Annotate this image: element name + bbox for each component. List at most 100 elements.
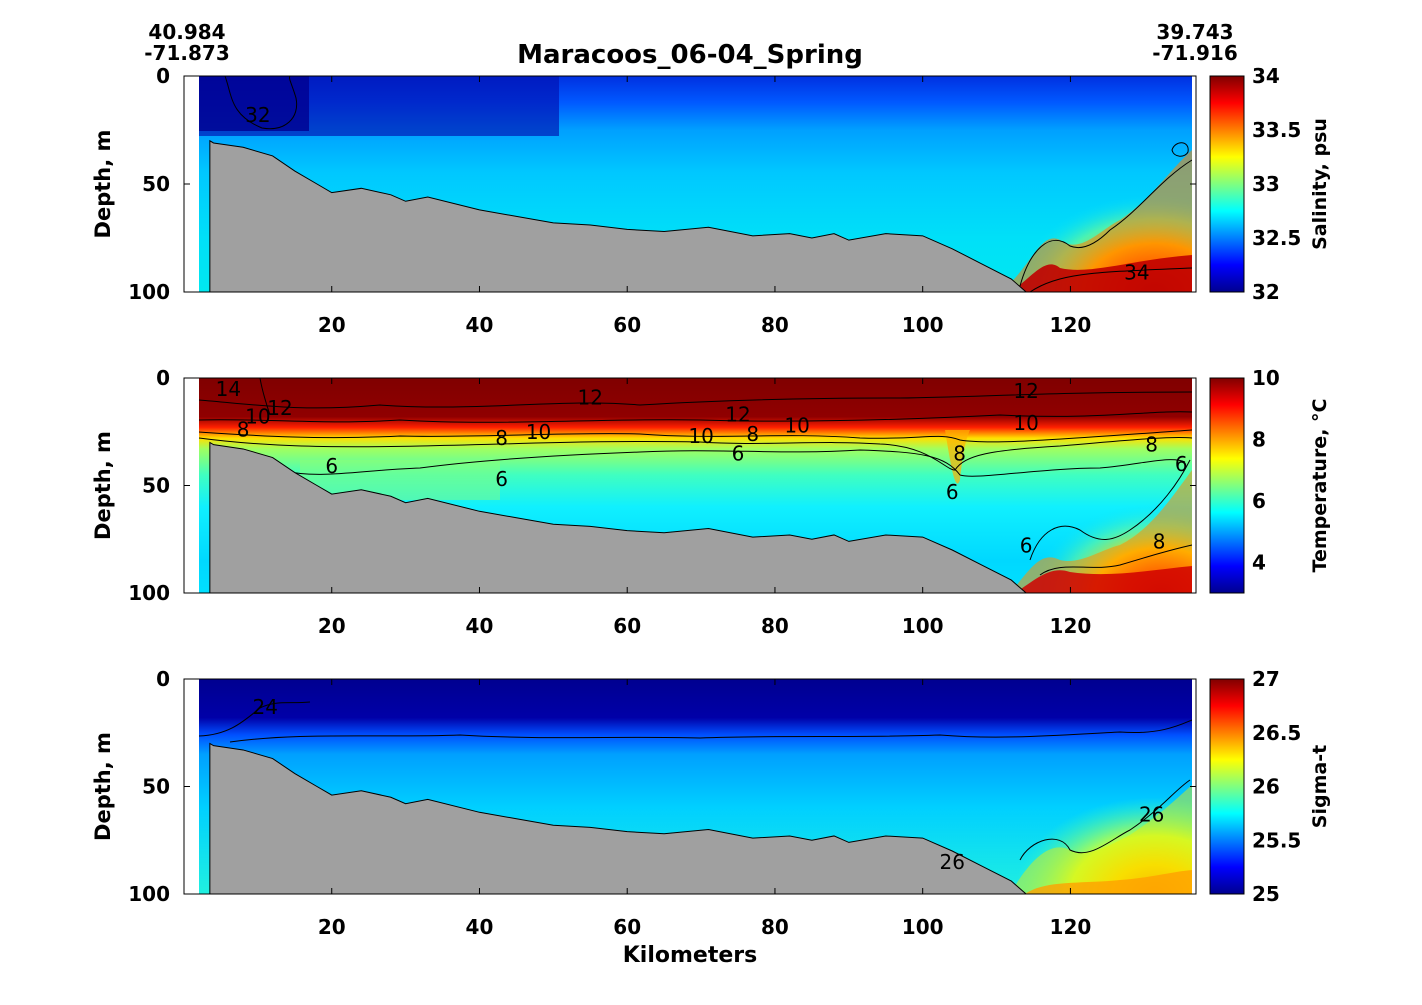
- y-tick-label: 0: [156, 667, 170, 691]
- colorbar-tick-label: 34: [1252, 64, 1280, 88]
- y-tick-label: 50: [142, 775, 170, 799]
- contour-label: 12: [725, 403, 750, 427]
- sigma-t-contours: [198, 701, 1193, 861]
- x-tick-label: 20: [318, 614, 346, 638]
- temperature-y-axis-label: Depth, m: [91, 431, 115, 540]
- contour-label: 6: [732, 441, 745, 465]
- colorbar-tick-label: 26: [1252, 775, 1280, 799]
- x-tick-label: 120: [1050, 915, 1092, 939]
- temperature-panel: [183, 377, 1197, 594]
- colorbar-tick-label: 25.5: [1252, 828, 1301, 852]
- colorbar-tick-label: 33: [1252, 172, 1280, 196]
- end-longitude: -71.916: [1152, 41, 1237, 65]
- salinity-axes: 20 40 60 80 100 120 0 50 100 Depth, m 32 32.5 33 33.5…: [91, 64, 1331, 337]
- x-tick-label: 100: [902, 614, 944, 638]
- y-tick-label: 0: [156, 366, 170, 390]
- colorbar-tick-label: 32.5: [1252, 226, 1301, 250]
- contour-label: 6: [1175, 452, 1188, 476]
- colorbar-tick-label: 25: [1252, 882, 1280, 906]
- salinity-contours: [224, 76, 1193, 292]
- contour-label: 10: [526, 420, 551, 444]
- x-tick-label: 100: [902, 313, 944, 337]
- colorbar-tick-label: 33.5: [1252, 118, 1301, 142]
- salinity-colorbar-gradient: [1209, 75, 1245, 293]
- temperature-bathymetry: [209, 441, 1027, 593]
- contour-label: 32: [245, 103, 270, 127]
- x-tick-label: 100: [902, 915, 944, 939]
- contour-label: 12: [578, 385, 603, 409]
- colorbar-tick-label: 4: [1252, 550, 1266, 574]
- contour-label: 8: [495, 426, 508, 450]
- colorbar-tick-label: 10: [1252, 366, 1280, 390]
- temperature-colorbar-label: Temperature, °C: [1309, 399, 1331, 573]
- y-tick-label: 100: [128, 280, 170, 304]
- colorbar-tick-label: 26.5: [1252, 721, 1301, 745]
- x-tick-label: 20: [318, 313, 346, 337]
- x-tick-label: 40: [466, 614, 494, 638]
- contour-label: 10: [1013, 411, 1038, 435]
- y-tick-label: 50: [142, 172, 170, 196]
- start-longitude: -71.873: [144, 41, 229, 65]
- x-tick-label: 60: [613, 313, 641, 337]
- colorbar-tick-label: 27: [1252, 667, 1280, 691]
- temperature-field: [184, 378, 1196, 593]
- sigma_t-colorbar-label: Sigma-t: [1309, 745, 1331, 828]
- contour-label: 8: [1153, 529, 1166, 553]
- sigma-t-colorbar-gradient: [1209, 678, 1245, 895]
- x-tick-label: 40: [466, 313, 494, 337]
- sigma_t-axes: 20 40 60 80 100 120 0 50 100 Depth, m 25 25.5 26 26.5…: [91, 667, 1331, 939]
- salinity-field: [184, 76, 1196, 292]
- x-tick-label: 120: [1050, 313, 1092, 337]
- contour-label: 26: [940, 850, 965, 874]
- contour-label: 10: [245, 405, 270, 429]
- contour-label: 6: [946, 480, 959, 504]
- contour-label: 34: [1124, 261, 1149, 285]
- salinity-contour-labels: 32 34: [245, 103, 1149, 285]
- contour-label: 10: [688, 424, 713, 448]
- x-tick-label: 80: [761, 614, 789, 638]
- x-tick-label: 120: [1050, 614, 1092, 638]
- sigma_t-contour-labels: 24 26 26: [253, 695, 1165, 874]
- sigma-t-colorbar: [1209, 678, 1245, 895]
- sigma-t-panel: [183, 678, 1197, 895]
- salinity-colorbar: [1209, 75, 1245, 293]
- contour-label: 26: [1139, 802, 1164, 826]
- salinity-panel: [183, 75, 1197, 293]
- colorbar-tick-label: 6: [1252, 489, 1266, 513]
- contour-label: 24: [253, 695, 278, 719]
- contour-label: 8: [746, 422, 759, 446]
- x-tick-label: 80: [761, 915, 789, 939]
- y-tick-label: 100: [128, 882, 170, 906]
- contour-label: 6: [325, 454, 338, 478]
- salinity-colorbar-label: Salinity, psu: [1309, 118, 1331, 250]
- x-tick-label: 40: [466, 915, 494, 939]
- x-axis-label: Kilometers: [623, 943, 757, 968]
- y-tick-label: 100: [128, 581, 170, 605]
- contour-label: 12: [267, 396, 292, 420]
- x-tick-label: 60: [613, 614, 641, 638]
- sigma_t-y-axis-label: Depth, m: [91, 732, 115, 841]
- start-latitude: 40.984: [148, 20, 225, 44]
- contour-label: 8: [237, 418, 250, 442]
- contour-label: 8: [953, 441, 966, 465]
- y-tick-label: 50: [142, 474, 170, 498]
- temperature-colorbar: [1209, 377, 1245, 594]
- salinity-bathymetry: [209, 139, 1027, 292]
- sigma-t-bathymetry: [209, 742, 1027, 894]
- x-tick-label: 20: [318, 915, 346, 939]
- colorbar-tick-label: 32: [1252, 280, 1280, 304]
- x-tick-label: 80: [761, 313, 789, 337]
- contour-label: 10: [784, 413, 809, 437]
- y-tick-label: 0: [156, 64, 170, 88]
- salinity-y-axis-label: Depth, m: [91, 130, 115, 239]
- temperature-colorbar-gradient: [1209, 377, 1245, 594]
- contour-label: 12: [1013, 379, 1038, 403]
- temperature-contours: [198, 378, 1193, 576]
- contour-label: 8: [1145, 433, 1158, 457]
- contour-label: 6: [495, 467, 508, 491]
- end-latitude: 39.743: [1156, 20, 1233, 44]
